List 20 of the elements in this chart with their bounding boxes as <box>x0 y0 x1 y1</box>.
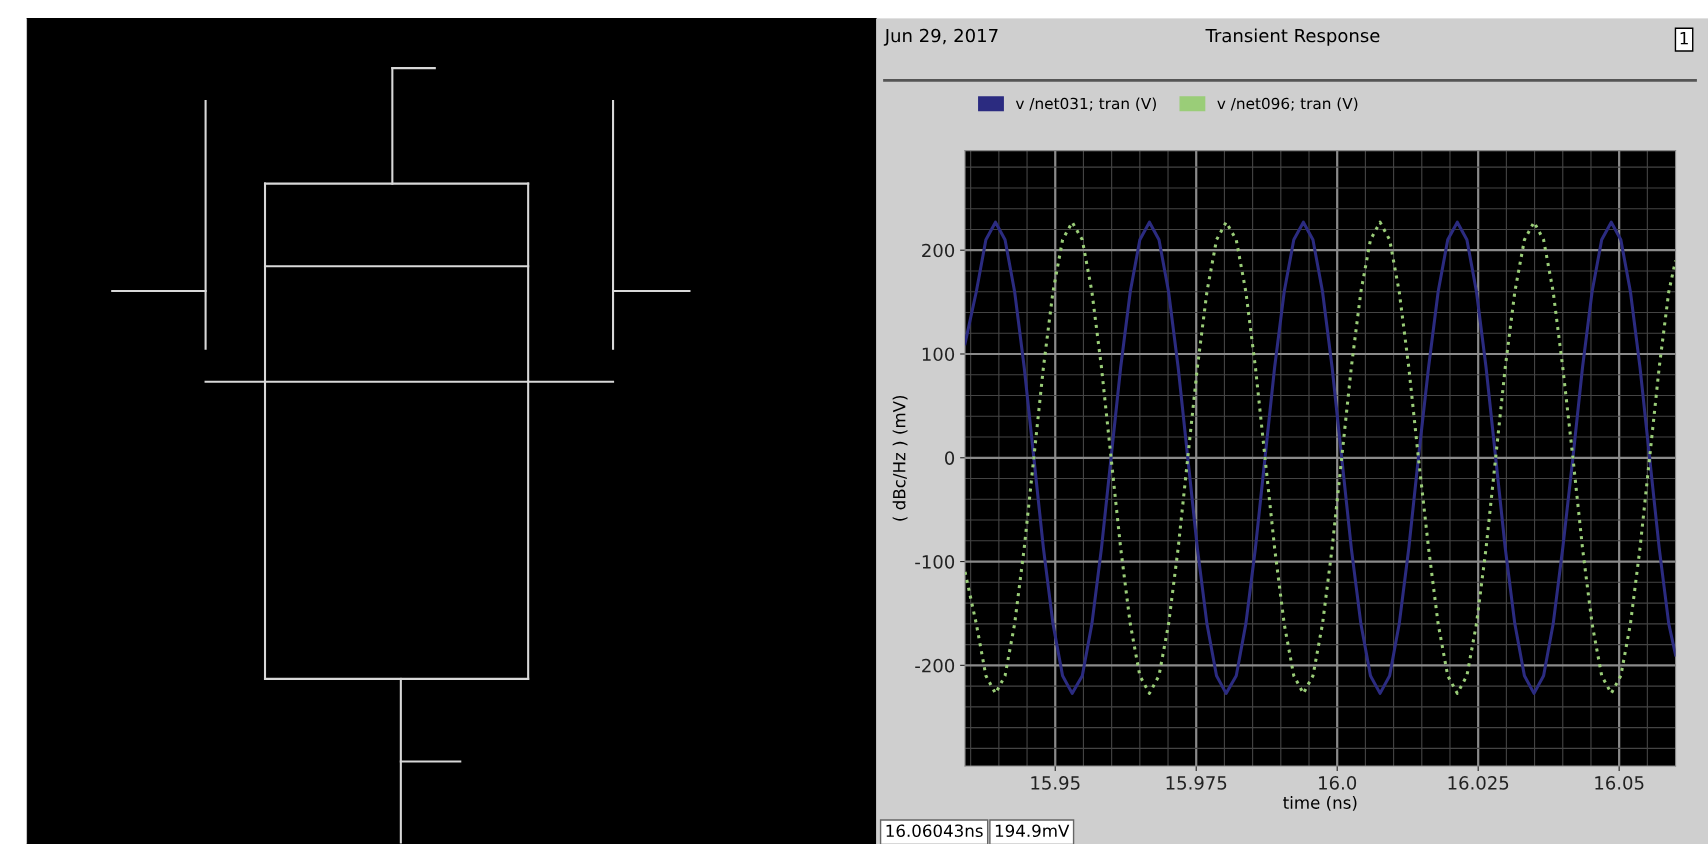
text: 1 <box>1680 32 1688 45</box>
x-tick-label: 16.025 <box>1448 776 1509 790</box>
y-tick-label: -200 <box>915 658 955 673</box>
x-axis-title: time (ns) <box>1283 795 1357 811</box>
x-tick-label: 16.0 <box>1319 776 1357 790</box>
x-tick-label: 16.05 <box>1595 776 1644 790</box>
line-series <box>965 220 1676 695</box>
text: 194.9mV <box>995 824 1070 838</box>
x-tick-label: 15.975 <box>1166 776 1227 790</box>
x-tick-label: 15.95 <box>1031 776 1080 790</box>
y-tick-label: -100 <box>915 555 955 569</box>
y-tick-label: 200 <box>922 243 955 258</box>
text: Jun 29, 2017 <box>883 28 998 46</box>
y-axis-title: ( dBc/Hz ) (mV) <box>892 395 908 521</box>
legend-label: v /net031; tran (V) <box>1015 97 1156 112</box>
chart-title: Transient Response <box>1205 28 1380 46</box>
y-tick-label: 0 <box>945 451 955 465</box>
legend-label: v /net096; tran (V) <box>1217 97 1358 112</box>
y-tick-label: 100 <box>922 347 955 362</box>
text: 16.06043ns <box>886 824 983 838</box>
